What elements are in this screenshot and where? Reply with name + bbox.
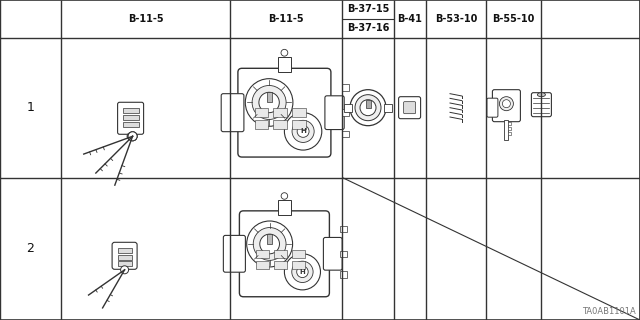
Bar <box>278 200 291 215</box>
Bar <box>508 122 511 125</box>
Circle shape <box>297 266 308 277</box>
Bar <box>292 250 305 258</box>
FancyBboxPatch shape <box>399 97 420 119</box>
Text: 2: 2 <box>26 242 35 255</box>
Circle shape <box>502 100 511 108</box>
Text: TA0AB1101A: TA0AB1101A <box>582 307 636 316</box>
Bar <box>267 234 272 244</box>
Bar <box>273 108 287 117</box>
Circle shape <box>128 132 137 141</box>
Bar <box>118 248 132 253</box>
Circle shape <box>297 125 309 137</box>
Bar <box>344 104 352 112</box>
Text: B-11-5: B-11-5 <box>128 14 163 24</box>
FancyBboxPatch shape <box>223 236 245 272</box>
Bar <box>123 108 139 113</box>
Bar <box>123 122 139 127</box>
Text: B-55-10: B-55-10 <box>492 14 535 24</box>
Text: B-11-5: B-11-5 <box>269 14 304 24</box>
Bar <box>256 261 269 269</box>
Circle shape <box>120 266 129 274</box>
Circle shape <box>127 133 134 140</box>
Circle shape <box>292 120 314 142</box>
Ellipse shape <box>538 93 545 97</box>
Bar <box>123 115 139 120</box>
FancyBboxPatch shape <box>325 96 344 130</box>
Bar <box>384 104 392 112</box>
Bar <box>508 132 511 135</box>
Text: B-41: B-41 <box>397 14 422 24</box>
Text: H: H <box>300 128 306 134</box>
FancyBboxPatch shape <box>487 98 498 117</box>
FancyBboxPatch shape <box>221 94 244 132</box>
Text: B-53-10: B-53-10 <box>435 14 477 24</box>
Circle shape <box>259 92 279 113</box>
Circle shape <box>128 132 137 141</box>
Circle shape <box>350 90 386 126</box>
Bar <box>118 255 132 260</box>
FancyBboxPatch shape <box>238 68 331 157</box>
Bar <box>340 226 347 232</box>
Bar <box>278 57 291 72</box>
FancyBboxPatch shape <box>492 90 520 122</box>
Bar <box>255 108 268 117</box>
FancyBboxPatch shape <box>118 102 143 134</box>
Bar <box>274 250 287 258</box>
Circle shape <box>252 85 286 119</box>
Bar <box>342 109 349 116</box>
Bar <box>340 271 347 277</box>
Text: 1: 1 <box>26 101 35 114</box>
FancyBboxPatch shape <box>531 93 552 117</box>
Bar <box>292 108 306 117</box>
Circle shape <box>292 261 313 283</box>
Bar <box>340 251 347 257</box>
Circle shape <box>360 100 376 116</box>
FancyBboxPatch shape <box>323 237 342 270</box>
Bar <box>508 127 511 130</box>
Bar <box>256 250 269 258</box>
Circle shape <box>284 254 321 290</box>
FancyBboxPatch shape <box>112 242 137 269</box>
FancyBboxPatch shape <box>404 102 415 114</box>
Circle shape <box>260 234 280 254</box>
Bar <box>292 120 306 129</box>
Circle shape <box>499 97 513 111</box>
Text: B-37-15: B-37-15 <box>347 4 389 14</box>
Circle shape <box>253 228 286 260</box>
Text: B-37-16: B-37-16 <box>347 23 389 33</box>
Circle shape <box>245 79 293 126</box>
Circle shape <box>284 113 322 150</box>
FancyBboxPatch shape <box>239 211 330 297</box>
Bar <box>342 84 349 91</box>
Bar <box>118 261 132 266</box>
Bar <box>504 120 508 140</box>
Circle shape <box>355 95 381 121</box>
Bar <box>266 92 271 102</box>
Circle shape <box>281 193 287 199</box>
Bar <box>365 100 371 108</box>
Bar <box>274 261 287 269</box>
Circle shape <box>246 221 292 267</box>
Bar <box>255 120 268 129</box>
Bar <box>342 131 349 137</box>
Circle shape <box>281 49 288 56</box>
Bar <box>292 261 305 269</box>
Text: H: H <box>300 269 305 275</box>
Circle shape <box>128 132 137 141</box>
Bar <box>273 120 287 129</box>
